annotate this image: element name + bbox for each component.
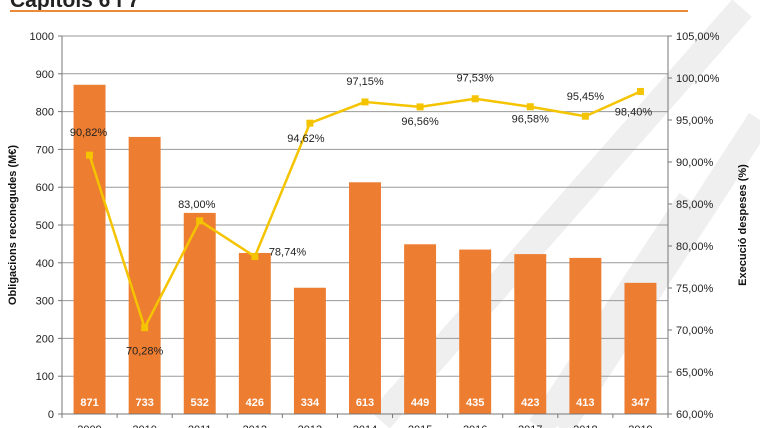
bar bbox=[238, 252, 271, 414]
x-tick-label: 2009 bbox=[77, 424, 101, 428]
bar bbox=[183, 212, 216, 414]
y-tick-label: 800 bbox=[36, 107, 54, 119]
bar-series bbox=[73, 84, 657, 415]
x-tick-label: 2018 bbox=[573, 424, 597, 428]
line-point bbox=[581, 112, 589, 120]
watermark-stroke bbox=[529, 192, 701, 428]
x-tick-label: 2019 bbox=[628, 424, 652, 428]
tick-labels: 0 100 200 300 400 500 600 700 800 900 1000 60,00% 65… bbox=[30, 31, 720, 428]
bar bbox=[404, 244, 437, 414]
y-axis-title: Obligacions reconegudes (M€) bbox=[7, 145, 19, 305]
bar bbox=[569, 257, 602, 414]
bar-value-label: 871 bbox=[80, 397, 98, 409]
line-value-label: 97,53% bbox=[457, 73, 495, 85]
bar-value-label: 334 bbox=[301, 397, 320, 409]
bar-value-label: 613 bbox=[356, 397, 374, 409]
line-value-label: 96,58% bbox=[512, 114, 550, 126]
bar bbox=[73, 84, 106, 415]
x-tick-label: 2015 bbox=[408, 424, 432, 428]
line-point bbox=[251, 253, 259, 261]
x-tick-label: 2010 bbox=[132, 424, 156, 428]
y2-tick-label: 70,00% bbox=[676, 325, 714, 337]
line-point bbox=[361, 98, 369, 106]
y-tick-label: 700 bbox=[36, 144, 54, 156]
bar bbox=[293, 287, 326, 414]
line-point bbox=[196, 217, 204, 225]
bar-value-label: 435 bbox=[466, 397, 484, 409]
bar bbox=[128, 136, 161, 414]
y-tick-label: 600 bbox=[36, 182, 54, 194]
y2-tick-label: 75,00% bbox=[676, 283, 714, 295]
y-tick-label: 300 bbox=[36, 296, 54, 308]
axis-titles: Obligacions reconegudes (M€) Execució des… bbox=[7, 145, 749, 305]
line-value-label: 90,82% bbox=[70, 127, 108, 139]
y-tick-label: 500 bbox=[36, 220, 54, 232]
bar-value-label: 423 bbox=[521, 397, 539, 409]
line-value-label: 96,56% bbox=[401, 116, 439, 128]
bar-value-label: 532 bbox=[191, 397, 209, 409]
y-tick-label: 900 bbox=[36, 69, 54, 81]
line-value-label: 94,62% bbox=[287, 133, 325, 145]
y2-tick-label: 100,00% bbox=[676, 73, 720, 85]
y2-axis-title: Execució despeses (%) bbox=[737, 164, 749, 286]
line-point bbox=[306, 119, 314, 127]
y2-tick-label: 105,00% bbox=[676, 31, 720, 43]
page-title: Capítols 6 i 7 bbox=[10, 0, 140, 12]
bar bbox=[349, 182, 381, 414]
x-tick-label: 2017 bbox=[518, 424, 542, 428]
bar-value-label: 426 bbox=[246, 397, 264, 409]
y2-tick-label: 60,00% bbox=[676, 409, 714, 421]
y-tick-label: 200 bbox=[36, 333, 54, 345]
line-point bbox=[416, 103, 424, 111]
bar-value-label: 733 bbox=[135, 397, 153, 409]
line-point bbox=[86, 151, 94, 159]
line-value-label: 83,00% bbox=[178, 199, 216, 211]
x-tick-label: 2016 bbox=[463, 424, 487, 428]
y2-tick-label: 85,00% bbox=[676, 199, 714, 211]
y-tick-label: 400 bbox=[36, 258, 54, 270]
x-tick-label: 2013 bbox=[298, 424, 322, 428]
y2-tick-label: 95,00% bbox=[676, 115, 714, 127]
y2-tick-label: 65,00% bbox=[676, 367, 714, 379]
y2-tick-label: 80,00% bbox=[676, 241, 714, 253]
line-point bbox=[471, 95, 479, 103]
line-point bbox=[526, 103, 534, 111]
title-rule bbox=[10, 10, 688, 12]
x-tick-label: 2011 bbox=[188, 424, 212, 428]
bar bbox=[624, 282, 657, 414]
y2-tick-label: 90,00% bbox=[676, 157, 714, 169]
data-labels: 871 733 532 426 334 613 449 435 423 413 347 90,82% 7… bbox=[70, 73, 652, 409]
line-series bbox=[86, 87, 644, 332]
line-value-label: 70,28% bbox=[126, 346, 164, 358]
line-value-label: 95,45% bbox=[567, 91, 605, 103]
watermark-stroke bbox=[370, 0, 752, 428]
x-tick-label: 2012 bbox=[243, 424, 267, 428]
x-tick-label: 2014 bbox=[353, 424, 377, 428]
bar bbox=[514, 254, 547, 414]
y-tick-label: 1000 bbox=[30, 31, 54, 43]
axes bbox=[58, 35, 672, 418]
bar-value-label: 347 bbox=[631, 397, 649, 409]
bar-value-label: 449 bbox=[411, 397, 429, 409]
line-value-label: 78,74% bbox=[269, 247, 307, 259]
line-value-label: 98,40% bbox=[615, 106, 653, 118]
y-tick-label: 100 bbox=[36, 371, 54, 383]
line-point bbox=[636, 87, 644, 95]
line-value-label: 97,15% bbox=[346, 76, 384, 88]
bar-value-label: 413 bbox=[576, 397, 594, 409]
bar bbox=[459, 249, 492, 414]
y-tick-label: 0 bbox=[48, 409, 54, 421]
line-point bbox=[141, 324, 149, 332]
